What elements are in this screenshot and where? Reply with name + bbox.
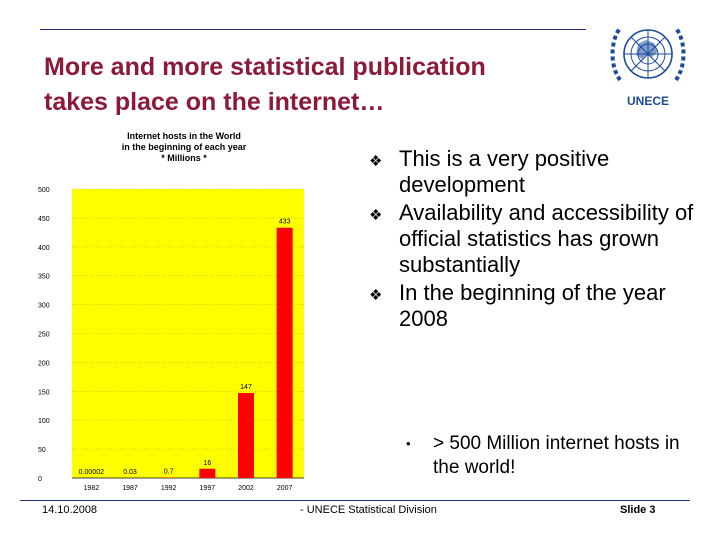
footer-date: 14.10.2008 (42, 504, 98, 516)
y-tick-label: 450 (38, 216, 50, 223)
bullet-diamond-icon: ❖ (369, 287, 383, 304)
sub-bullet-dot-icon: • (406, 436, 411, 451)
bar-1997 (199, 468, 216, 478)
y-tick-label: 50 (38, 447, 46, 454)
top-rule (40, 29, 586, 30)
y-tick-label: 500 (38, 187, 50, 194)
internet-hosts-bar-chart: Internet hosts in the World in the begin… (38, 131, 304, 492)
value-label: 147 (240, 384, 252, 391)
y-tick-label: 150 (38, 389, 50, 396)
bar-2002 (238, 393, 254, 478)
footer-division: - UNECE Statistical Division (300, 504, 437, 516)
y-tick-label: 300 (38, 303, 50, 310)
slide-title-line-1: More and more statistical publication (44, 53, 486, 81)
y-tick-label: 200 (38, 360, 50, 367)
x-tick-label: 2002 (238, 485, 254, 492)
y-tick-label: 350 (38, 274, 50, 281)
bullet-item: ❖ In the beginning of the year 2008 (369, 280, 703, 332)
sub-bullet-text: > 500 Million internet hosts in the worl… (433, 433, 680, 478)
bullet-text: In the beginning of the year 2008 (399, 280, 666, 331)
x-tick-label: 1987 (122, 485, 138, 492)
x-tick-label: 2007 (277, 485, 293, 492)
logo-text: UNECE (626, 94, 669, 108)
bottom-rule (20, 500, 690, 501)
footer-slide-number: Slide 3 (620, 504, 656, 516)
chart-title-line-3: * Millions * (161, 153, 207, 163)
value-label: 0.03 (123, 469, 137, 476)
sub-bullet-item: • > 500 Million internet hosts in the wor… (406, 432, 706, 480)
chart-plot-area (72, 189, 304, 478)
bullet-item: ❖ Availability and accessibility of offic… (369, 200, 703, 278)
bullet-text: This is a very positive development (399, 146, 610, 197)
bullet-text: Availability and accessibility of offici… (399, 200, 694, 277)
bullet-list: ❖ This is a very positive development ❖ Av… (369, 146, 703, 334)
bullet-diamond-icon: ❖ (369, 153, 383, 170)
slide-title-line-2: takes place on the internet… (44, 88, 385, 116)
y-tick-label: 100 (38, 418, 50, 425)
bullet-item: ❖ This is a very positive development (369, 146, 703, 198)
y-tick-label: 0 (38, 476, 42, 483)
value-label: 433 (279, 219, 291, 226)
x-tick-label: 1992 (161, 485, 177, 492)
un-emblem-icon (610, 26, 686, 82)
un-emblem-logo: UNECE (606, 14, 690, 112)
x-tick-label: 1982 (84, 485, 100, 492)
y-tick-label: 250 (38, 332, 50, 339)
sub-bullet-list: • > 500 Million internet hosts in the wor… (406, 432, 706, 480)
x-tick-label: 1997 (200, 485, 216, 492)
y-tick-label: 400 (38, 245, 50, 252)
chart-title-line-1: Internet hosts in the World (127, 131, 241, 141)
bar-2007 (276, 227, 293, 478)
value-label: 0.7 (164, 469, 174, 476)
value-label: 16 (203, 460, 211, 467)
slide-title: More and more statistical publication ta… (44, 50, 624, 120)
bullet-diamond-icon: ❖ (369, 207, 383, 224)
chart-title-line-2: in the beginning of each year (122, 142, 247, 152)
value-label: 0.00002 (79, 469, 104, 476)
